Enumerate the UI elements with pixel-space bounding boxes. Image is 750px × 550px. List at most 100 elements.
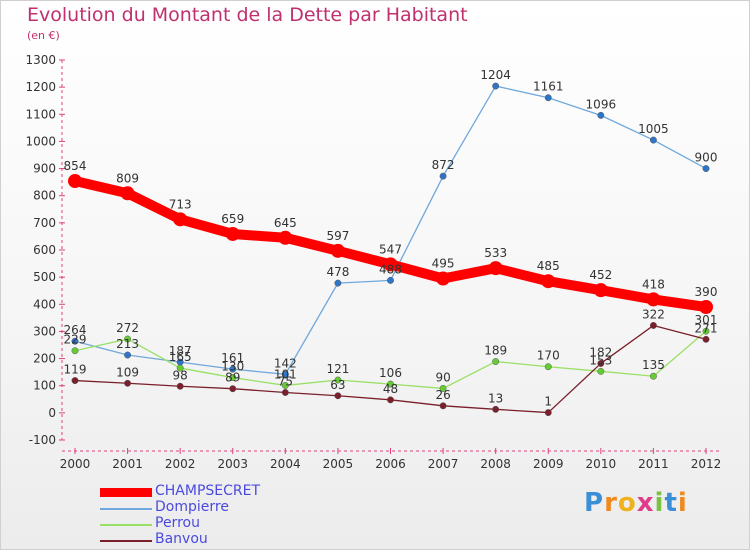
y-tick-label: 1000	[25, 134, 56, 148]
data-label-banvou: 48	[383, 382, 398, 396]
data-label-banvou: 109	[116, 365, 139, 379]
data-label-dompierre: 1204	[480, 68, 511, 82]
data-label-champsecret: 418	[642, 277, 665, 291]
x-tick-label: 2004	[270, 457, 301, 471]
data-point-dompierre	[71, 337, 79, 345]
data-point-banvou	[71, 377, 79, 385]
data-label-champsecret: 547	[379, 242, 402, 256]
data-label-perrou: 189	[484, 344, 507, 358]
data-label-champsecret: 495	[432, 257, 455, 271]
data-point-champsecret	[68, 174, 82, 189]
data-label-dompierre: 488	[379, 262, 402, 276]
chart-subtitle: (en €)	[27, 29, 60, 42]
data-point-perrou	[492, 358, 500, 366]
data-point-dompierre	[649, 136, 657, 144]
data-label-banvou: 13	[488, 391, 503, 405]
data-label-perrou: 229	[64, 333, 87, 347]
data-point-banvou	[492, 405, 500, 413]
data-label-perrou: 153	[589, 353, 612, 367]
data-label-banvou: 98	[173, 368, 188, 382]
data-point-perrou	[649, 372, 657, 380]
data-label-banvou: 271	[695, 321, 718, 335]
legend-label: Perrou	[155, 515, 200, 531]
data-label-banvou: 75	[278, 375, 293, 389]
data-point-champsecret	[488, 261, 503, 276]
chart-title: Evolution du Montant de la Dette par Hab…	[27, 4, 468, 26]
data-label-dompierre: 1005	[638, 122, 669, 136]
y-tick-label: 700	[33, 216, 56, 230]
data-point-dompierre	[702, 165, 710, 173]
data-point-dompierre	[124, 351, 132, 359]
data-point-dompierre	[439, 172, 447, 180]
series-line-dompierre	[74, 85, 707, 375]
x-tick-label: 2001	[112, 457, 143, 471]
data-point-champsecret	[699, 300, 713, 314]
y-tick-label: 1200	[25, 80, 56, 94]
data-label-perrou: 272	[116, 321, 139, 335]
data-point-dompierre	[334, 279, 342, 287]
data-point-champsecret	[541, 274, 556, 289]
data-point-perrou	[387, 380, 394, 388]
data-label-banvou: 182	[589, 345, 612, 359]
x-tick-label: 2012	[691, 457, 722, 471]
data-label-perrou: 135	[642, 358, 665, 372]
data-point-dompierre	[492, 82, 500, 90]
x-tick-label: 2006	[375, 457, 406, 471]
legend-label: Dompierre	[155, 499, 229, 515]
legend-swatch	[100, 508, 152, 510]
data-point-banvou	[702, 335, 710, 343]
data-label-dompierre: 161	[221, 351, 244, 365]
data-point-perrou	[71, 347, 79, 355]
data-point-champsecret	[278, 230, 293, 245]
data-label-dompierre: 213	[116, 337, 139, 351]
data-label-perrou: 301	[695, 313, 718, 327]
y-tick-label: 400	[33, 297, 56, 311]
x-tick-label: 2007	[428, 457, 459, 471]
data-label-banvou: 1	[544, 395, 552, 409]
legend-label: Banvou	[155, 531, 208, 547]
data-point-champsecret	[120, 186, 135, 201]
data-point-banvou	[544, 409, 552, 417]
y-tick-label: -100	[29, 433, 56, 447]
data-label-perrou: 121	[326, 362, 349, 376]
data-point-champsecret	[225, 226, 240, 241]
data-label-perrou: 90	[435, 370, 450, 384]
data-point-dompierre	[281, 370, 289, 378]
data-point-perrou	[439, 384, 447, 392]
x-tick-label: 2002	[165, 457, 196, 471]
x-tick-label: 2009	[533, 457, 564, 471]
data-point-banvou	[334, 392, 342, 400]
y-tick-label: 900	[33, 162, 56, 176]
x-tick-label: 2005	[323, 457, 354, 471]
y-tick-label: 100	[33, 379, 56, 393]
legend-swatch	[100, 524, 152, 526]
data-point-banvou	[229, 385, 237, 393]
data-point-champsecret	[383, 257, 398, 272]
data-point-dompierre	[544, 94, 552, 102]
data-label-banvou: 26	[435, 388, 450, 402]
data-point-champsecret	[593, 283, 608, 298]
data-point-perrou	[229, 374, 237, 382]
data-label-champsecret: 533	[484, 246, 507, 260]
y-tick-label: 500	[33, 270, 56, 284]
y-tick-label: 200	[33, 352, 56, 366]
data-label-dompierre: 264	[64, 323, 87, 337]
data-label-dompierre: 872	[432, 158, 455, 172]
data-label-perrou: 165	[169, 350, 192, 364]
data-label-perrou: 101	[274, 367, 297, 381]
x-tick-label: 2011	[638, 457, 669, 471]
data-point-perrou	[702, 327, 710, 335]
x-tick-label: 2008	[480, 457, 511, 471]
data-label-champsecret: 452	[589, 268, 612, 282]
data-label-perrou: 170	[537, 349, 560, 363]
data-label-champsecret: 713	[169, 197, 192, 211]
data-point-champsecret	[646, 292, 661, 307]
y-tick-label: 300	[33, 324, 56, 338]
data-point-perrou	[597, 367, 605, 375]
x-tick-label: 2010	[586, 457, 617, 471]
data-point-champsecret	[436, 271, 451, 286]
proxiti-logo: Proxiti	[584, 488, 688, 518]
data-label-perrou: 106	[379, 366, 402, 380]
y-tick-label: 800	[33, 189, 56, 203]
